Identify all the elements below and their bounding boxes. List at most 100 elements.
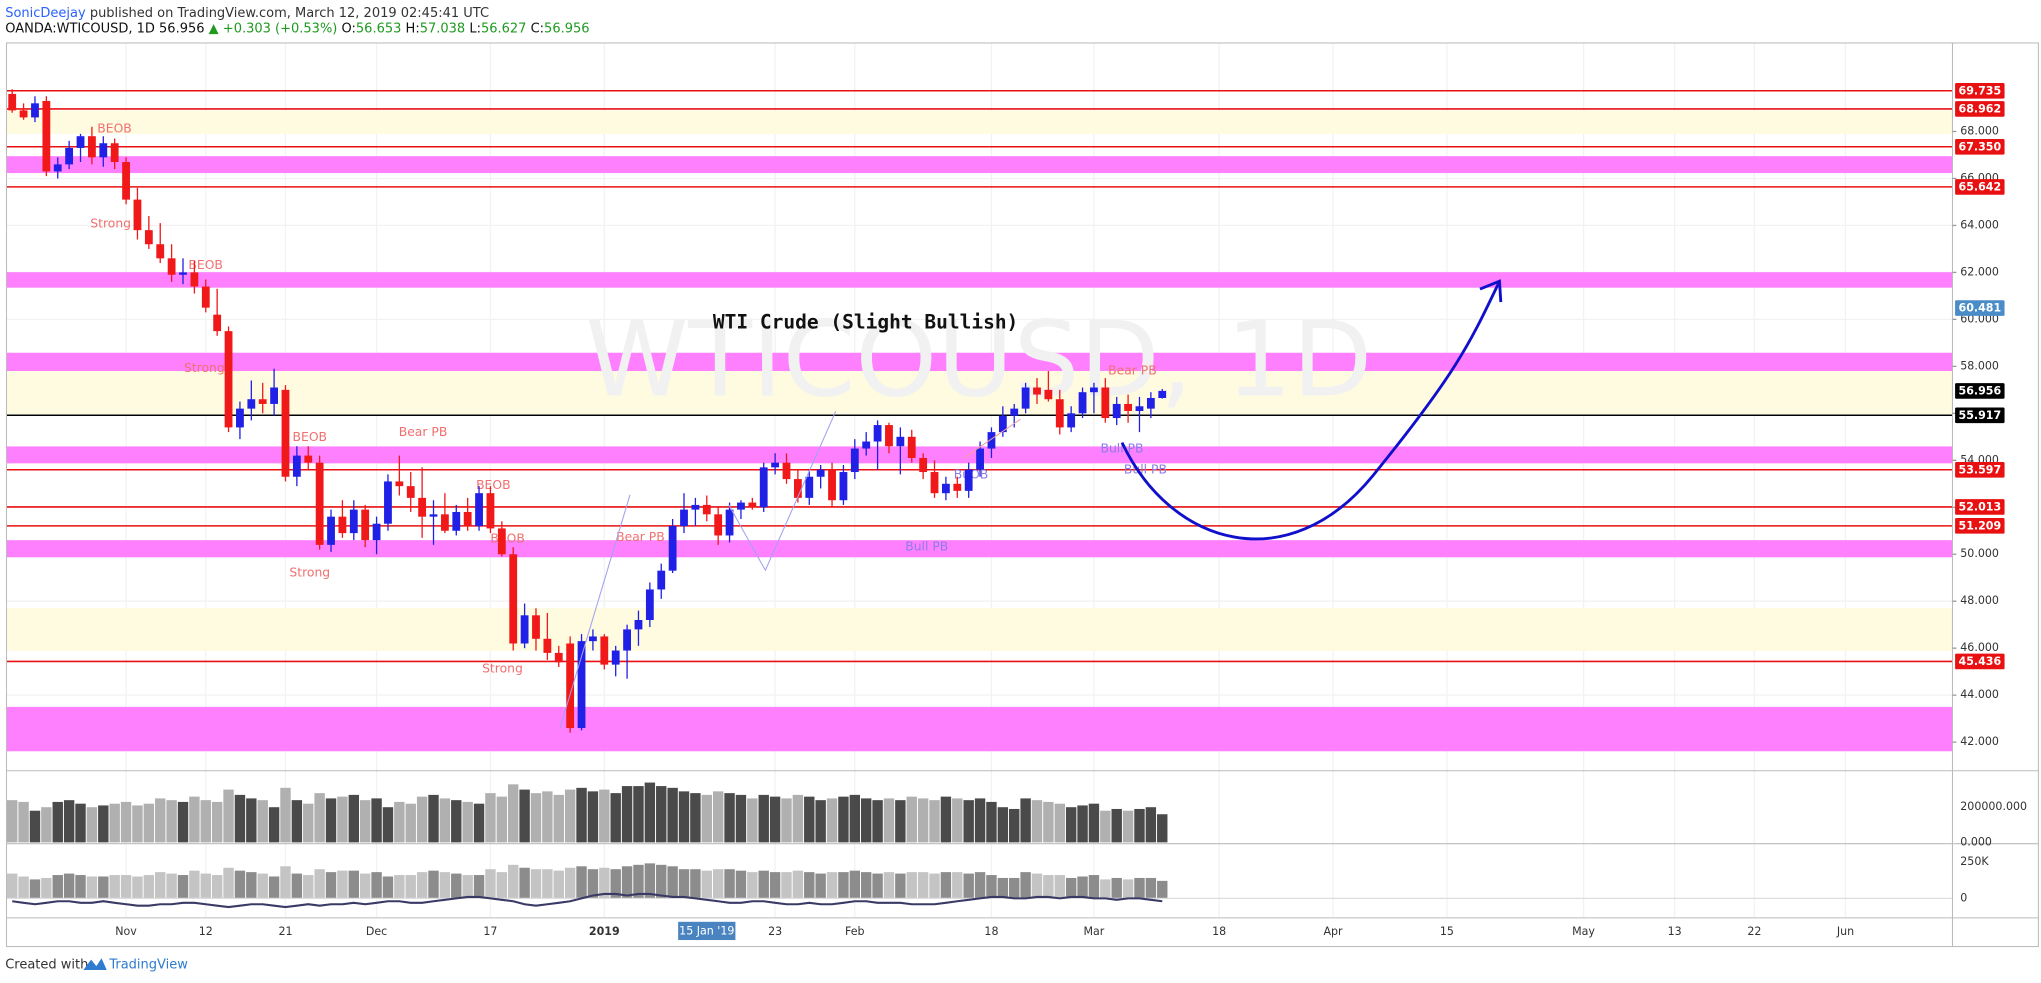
x-tick-label: Jun [1836, 925, 1854, 938]
volume-bar [735, 794, 747, 843]
indicator-bar [747, 872, 758, 899]
indicator-bar [1077, 876, 1088, 899]
indicator-bar [1145, 877, 1157, 899]
candle-body [1021, 387, 1030, 409]
volume-bar [52, 801, 63, 843]
indicator-bar [257, 873, 268, 899]
indicator-bar [826, 872, 838, 899]
candle-body [623, 629, 631, 651]
annotation: BEOB [293, 430, 327, 444]
volume-bar [1145, 807, 1157, 843]
indicator-bar [963, 873, 974, 899]
candle-body [327, 516, 335, 545]
y-tick-label: 42.000 [1960, 735, 1999, 748]
volume-bar [234, 794, 246, 843]
candle-body [190, 272, 199, 287]
volume-bar [564, 789, 576, 843]
volume-bar [485, 793, 496, 843]
indicator-bar [337, 870, 348, 899]
volume-bar [41, 807, 52, 843]
volume-bar [963, 800, 974, 843]
ohlc-value: 56.627 [481, 21, 526, 36]
indicator-bar [325, 872, 337, 899]
price-label-box [1955, 499, 2005, 515]
volume-bar [75, 803, 86, 843]
volume-bar [826, 798, 838, 843]
indicator-pane [6, 863, 1953, 909]
indicator-bar [792, 870, 804, 899]
volume-bar [280, 787, 291, 843]
candle-body [691, 504, 700, 510]
zone [6, 272, 1953, 288]
indicator-bar [29, 879, 41, 899]
y-tick-label: 46.000 [1960, 641, 1999, 654]
volume-bar [132, 805, 143, 843]
candle-body [76, 136, 85, 148]
candle-body [1044, 389, 1053, 400]
candle-body [418, 497, 427, 517]
indicator-tick-label: 250K [1960, 855, 1989, 868]
volume-bar [872, 800, 883, 843]
candle-body [645, 589, 654, 621]
indicator-bar [280, 866, 291, 899]
volume-bar [906, 796, 917, 843]
chart-title: WTI Crude (Slight Bullish) [713, 310, 1018, 333]
indicator-bar [508, 864, 519, 899]
candle-body [315, 462, 324, 545]
indicator-bar [633, 864, 644, 899]
volume-bar [1111, 808, 1122, 843]
candle-body [987, 432, 996, 449]
ohlc-value: 57.038 [420, 21, 465, 36]
candle-body [213, 314, 222, 332]
volume-bar [644, 782, 656, 843]
footer: Created with TradingView [5, 957, 188, 972]
axes: Nov 12 21 Dec 17 2019 23 Feb 18 Mar 18 Apr 15 May 13 22… [5, 42, 2039, 948]
candle-body [702, 504, 711, 515]
zone [6, 706, 1953, 752]
volume-bar [860, 798, 872, 843]
volume-bar [405, 803, 416, 843]
footer-text: Created with [5, 957, 88, 972]
x-tick-label: Mar [1084, 925, 1105, 938]
annotation: BEOB [97, 121, 131, 135]
indicator-bar [86, 876, 98, 899]
x-tick-label: 22 [1747, 925, 1761, 938]
y-tick-label: 64.000 [1960, 218, 1999, 231]
indicator-bar [371, 872, 382, 899]
indicator-bar [997, 877, 1009, 899]
indicator-bar [986, 875, 997, 899]
ohlc-value: 56.956 [544, 21, 589, 36]
volume-bar [508, 784, 519, 843]
annotation: Bull PB [1101, 442, 1144, 456]
price-label: 52.013 [1959, 501, 2002, 514]
price-label-box [1955, 407, 2005, 424]
candle-body [748, 502, 757, 508]
volume-bar [223, 789, 234, 843]
volume-bar [849, 794, 861, 843]
zone [6, 352, 1953, 372]
indicator-bar [952, 872, 963, 899]
candle-body [258, 399, 267, 404]
candle-body [486, 493, 495, 529]
price-label: 45.436 [1959, 655, 2002, 668]
indicator-bar [155, 872, 166, 899]
volume-bar [576, 787, 587, 843]
indicator-bar [143, 875, 155, 899]
candle-body [907, 436, 916, 458]
indicator-bar [451, 873, 462, 899]
candle-body [714, 514, 723, 536]
indicator-bar [929, 873, 940, 899]
x-tick-label: 18 [984, 925, 998, 938]
indicator-bar [849, 870, 861, 899]
volume-bar [781, 798, 792, 843]
volume-bar [678, 791, 690, 843]
indicator-bar [974, 872, 986, 899]
price-label-box [1955, 101, 2005, 117]
volume-bar [325, 798, 337, 843]
candle-body [1124, 403, 1132, 411]
annotation: Strong [289, 565, 330, 579]
candle-body [919, 457, 928, 473]
x-tick-label: 12 [199, 925, 213, 938]
candle-body [349, 509, 358, 534]
indicator-bar [1111, 877, 1122, 899]
